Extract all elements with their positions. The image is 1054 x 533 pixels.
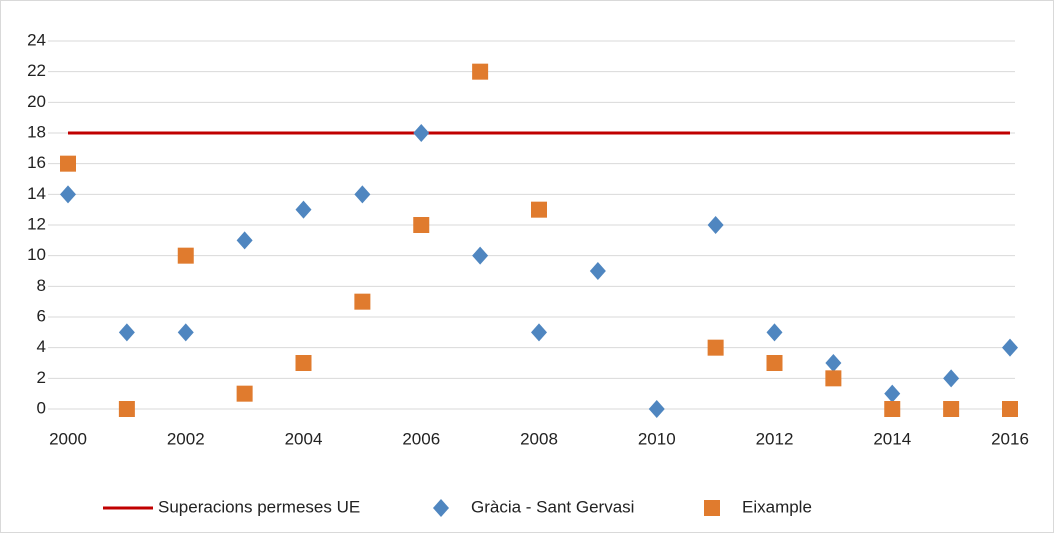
y-tick-label: 14 <box>27 184 46 203</box>
square-marker <box>1002 401 1018 417</box>
diamond-marker <box>1002 338 1018 357</box>
y-tick-label: 24 <box>27 30 46 49</box>
y-tick-label: 8 <box>37 276 46 295</box>
y-tick-label: 4 <box>37 337 46 356</box>
diamond-marker <box>354 185 371 204</box>
diamond-marker <box>707 216 724 234</box>
square-marker <box>177 247 194 264</box>
y-tick-label: 2 <box>37 368 46 387</box>
x-tick-label: 2000 <box>49 429 87 448</box>
y-tick-label: 10 <box>27 245 46 264</box>
square-marker <box>884 401 901 417</box>
y-tick-label: 6 <box>37 306 46 325</box>
square-marker <box>707 339 724 356</box>
diamond-marker <box>589 262 606 280</box>
diamond-marker <box>472 246 489 265</box>
diamond-marker <box>943 369 960 388</box>
square-marker <box>943 401 960 417</box>
diamond-marker <box>60 185 76 204</box>
y-tick-label: 20 <box>27 92 46 111</box>
x-tick-label: 2016 <box>991 429 1029 448</box>
x-tick-label: 2006 <box>402 429 440 448</box>
y-tick-label: 16 <box>27 153 46 172</box>
square-marker <box>413 217 430 233</box>
diamond-marker <box>825 354 842 372</box>
x-tick-label: 2002 <box>167 429 205 448</box>
diamond-marker <box>177 323 194 342</box>
diamond-marker <box>648 400 665 418</box>
legend-label: Eixample <box>742 497 812 516</box>
square-marker <box>60 155 76 172</box>
square-marker <box>472 63 489 80</box>
x-tick-label: 2012 <box>756 429 794 448</box>
diamond-marker <box>531 323 547 342</box>
y-tick-label: 12 <box>27 214 46 233</box>
diamond-marker <box>433 499 449 517</box>
diamond-marker <box>884 384 901 403</box>
square-marker <box>704 500 720 516</box>
legend-label: Gràcia - Sant Gervasi <box>471 497 634 516</box>
square-marker <box>295 355 312 371</box>
square-marker <box>118 401 135 417</box>
x-tick-label: 2010 <box>638 429 676 448</box>
square-marker <box>531 201 547 218</box>
x-tick-label: 2004 <box>285 429 323 448</box>
diamond-marker <box>236 231 253 250</box>
square-marker <box>236 385 253 402</box>
y-tick-label: 18 <box>27 122 46 141</box>
legend-label: Superacions permeses UE <box>158 497 360 516</box>
diamond-marker <box>766 323 783 342</box>
y-tick-label: 0 <box>37 398 46 417</box>
y-tick-label: 22 <box>27 61 46 80</box>
square-marker <box>354 293 371 310</box>
square-marker <box>825 370 842 387</box>
diamond-marker <box>413 124 430 142</box>
x-tick-label: 2014 <box>873 429 911 448</box>
diamond-marker <box>118 323 135 342</box>
diamond-marker <box>295 200 312 219</box>
x-tick-label: 2008 <box>520 429 558 448</box>
square-marker <box>766 355 783 371</box>
